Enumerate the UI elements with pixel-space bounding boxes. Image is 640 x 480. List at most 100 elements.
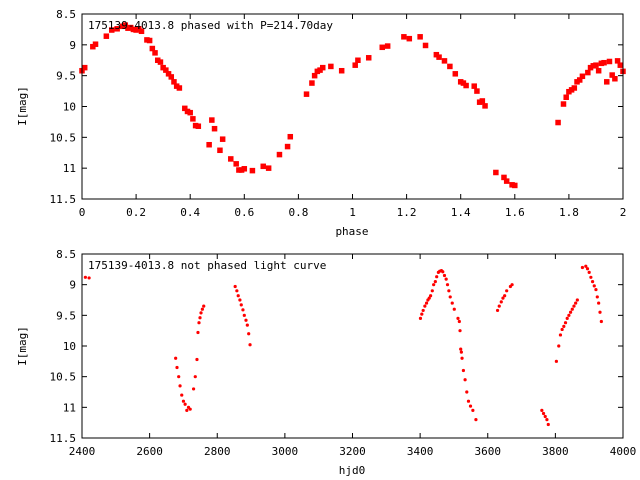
- data-point: [427, 296, 431, 300]
- data-point: [436, 54, 442, 60]
- data-point: [563, 321, 568, 325]
- data-point: [576, 77, 583, 83]
- data-point: [168, 74, 175, 80]
- data-point: [152, 50, 158, 56]
- data-point: [242, 313, 246, 317]
- data-point: [595, 295, 599, 299]
- data-point: [83, 275, 87, 279]
- data-points: [79, 22, 626, 189]
- data-point: [609, 72, 615, 78]
- data-point: [448, 295, 452, 299]
- data-point: [157, 59, 164, 65]
- data-point: [543, 414, 547, 419]
- data-point: [422, 42, 429, 49]
- data-point: [560, 327, 564, 332]
- data-point: [195, 357, 199, 362]
- data-point: [546, 422, 550, 427]
- data-point: [191, 387, 196, 391]
- data-point: [540, 408, 544, 412]
- data-point: [245, 323, 249, 327]
- data-point: [445, 283, 450, 287]
- x-tick-label: 3400: [407, 445, 434, 458]
- data-point: [423, 304, 427, 308]
- data-point: [287, 133, 294, 140]
- y-tick-label: 11: [63, 162, 76, 175]
- data-point: [185, 408, 189, 412]
- x-axis-label: hjd0: [339, 464, 366, 477]
- data-point: [479, 98, 486, 104]
- data-point: [200, 307, 204, 311]
- y-axis-label: I[mag]: [16, 326, 29, 366]
- data-point: [87, 276, 91, 280]
- data-point: [182, 105, 188, 112]
- x-tick-label: 1.6: [505, 206, 525, 219]
- data-point: [202, 304, 206, 308]
- data-point: [501, 174, 507, 181]
- data-point: [244, 318, 248, 322]
- data-point: [585, 267, 590, 271]
- data-point: [482, 103, 488, 109]
- x-tick-label: 4000: [610, 445, 637, 458]
- data-point: [435, 275, 439, 279]
- data-point: [505, 289, 509, 293]
- data-point: [512, 182, 518, 189]
- data-point: [352, 62, 358, 68]
- y-tick-label: 9.5: [56, 309, 76, 322]
- data-point: [580, 265, 585, 270]
- data-point: [555, 119, 561, 126]
- data-point: [365, 55, 372, 61]
- data-point: [601, 59, 607, 66]
- data-point: [459, 347, 463, 351]
- data-point: [567, 313, 571, 317]
- data-point: [248, 343, 252, 347]
- data-point: [217, 147, 223, 154]
- data-point: [471, 408, 475, 412]
- data-point: [459, 350, 463, 354]
- data-point: [177, 375, 181, 379]
- data-point: [461, 368, 466, 373]
- x-tick-label: 0: [79, 206, 86, 219]
- data-point: [510, 283, 514, 287]
- data-point: [138, 28, 145, 35]
- x-tick-label: 3800: [542, 445, 569, 458]
- data-point: [92, 41, 99, 47]
- y-tick-label: 10: [63, 101, 76, 114]
- data-point: [590, 280, 595, 284]
- data-point: [122, 22, 129, 28]
- data-point: [447, 289, 451, 293]
- data-point: [209, 117, 215, 123]
- x-tick-label: 2400: [69, 445, 96, 458]
- data-point: [174, 356, 178, 360]
- y-tick-label: 8.5: [56, 248, 76, 261]
- data-point: [604, 79, 610, 85]
- data-point: [587, 270, 591, 274]
- data-point: [180, 393, 184, 397]
- data-point: [211, 125, 218, 132]
- data-point: [430, 289, 434, 293]
- data-point: [114, 26, 120, 32]
- data-point: [424, 301, 429, 305]
- x-tick-label: 2: [620, 206, 627, 219]
- x-tick-label: 2600: [136, 445, 163, 458]
- x-tick-label: 3200: [339, 445, 366, 458]
- plot-frame: [81, 13, 624, 200]
- data-point: [597, 301, 601, 305]
- x-tick-label: 1.2: [397, 206, 417, 219]
- data-point: [195, 123, 202, 129]
- data-point: [417, 34, 423, 40]
- x-tick-label: 0.6: [234, 206, 254, 219]
- data-point: [565, 316, 569, 320]
- data-point: [309, 80, 315, 86]
- data-point: [503, 294, 507, 298]
- data-point: [612, 76, 618, 82]
- data-point: [206, 141, 212, 148]
- data-point: [109, 27, 115, 33]
- data-point: [444, 277, 448, 281]
- data-point: [183, 402, 187, 406]
- y-tick-label: 10: [63, 340, 76, 353]
- y-tick-label: 9: [69, 279, 76, 292]
- data-point: [493, 169, 499, 176]
- data-point: [406, 35, 413, 42]
- data-point: [247, 332, 251, 336]
